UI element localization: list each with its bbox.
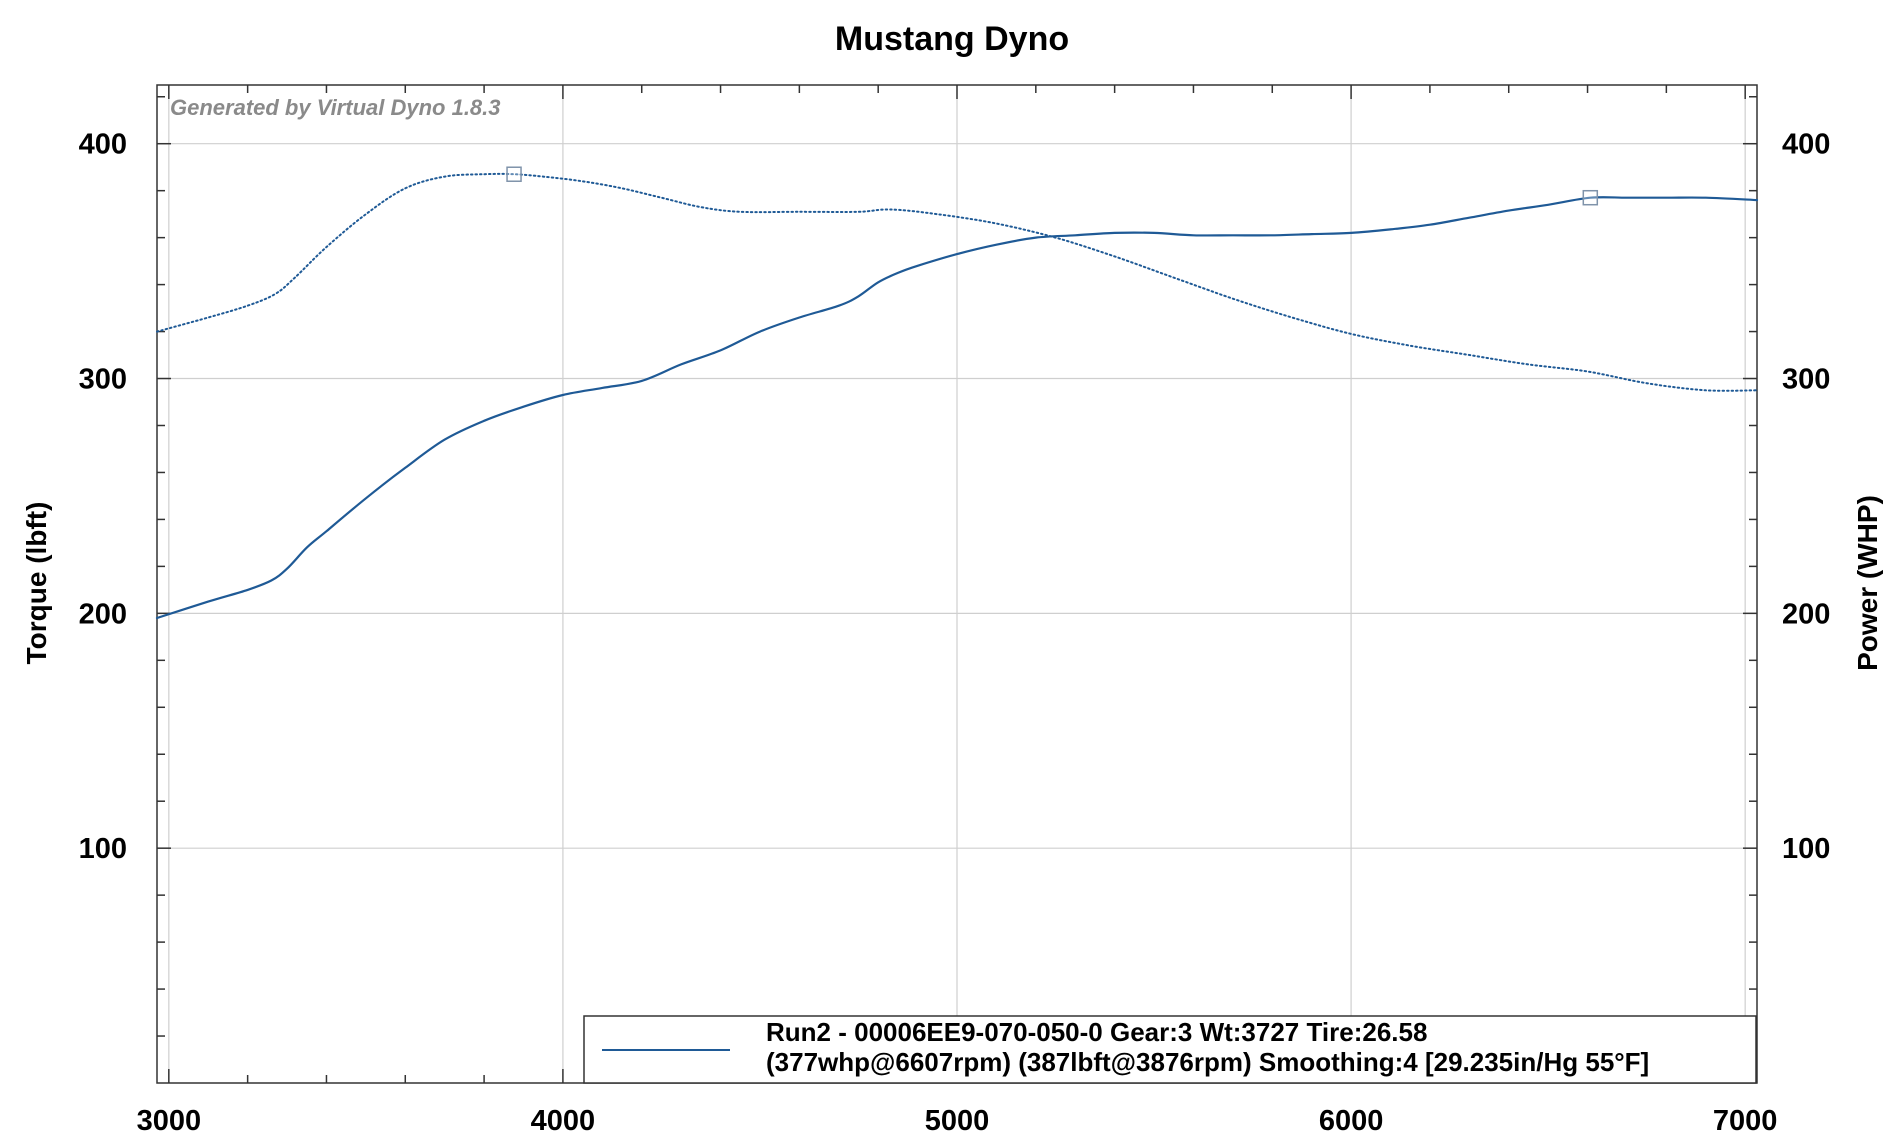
y-axis-title: Torque (lbft) — [21, 502, 52, 665]
power-peak-marker — [1582, 189, 1599, 206]
y-tick-label: 300 — [79, 364, 127, 396]
legend-box: Run2 - 00006EE9-070-050-0 Gear:3 Wt:3727… — [583, 1015, 1757, 1084]
tick-labels: 3000 4000 5000 6000 7000 100 200 300 400 100 200 30… — [79, 129, 1831, 1137]
torque-peak-marker — [506, 166, 522, 182]
watermark-text: Generated by Virtual Dyno 1.8.3 — [170, 95, 501, 120]
torque-series-line — [156, 172, 1758, 392]
series-lines — [155, 172, 1759, 620]
grid-lines — [157, 85, 1757, 1083]
x-tick-label: 4000 — [531, 1105, 596, 1135]
y2-tick-label: 300 — [1782, 364, 1830, 396]
legend-frame — [583, 1015, 1757, 1084]
y2-tick-label: 100 — [1782, 833, 1830, 865]
power-series-line — [155, 196, 1759, 620]
chart-title: Mustang Dyno — [835, 20, 1069, 58]
x-tick-label: 3000 — [137, 1105, 202, 1135]
y-tick-label: 400 — [79, 129, 127, 161]
legend-line-2: (377whp@6607rpm) (387lbft@3876rpm) Smoot… — [766, 1047, 1649, 1077]
x-tick-label: 5000 — [925, 1105, 990, 1135]
y2-axis-title: Power (WHP) — [1852, 495, 1883, 671]
x-tick-label: 6000 — [1319, 1105, 1384, 1135]
peak-markers — [506, 166, 1599, 206]
legend-line-1: Run2 - 00006EE9-070-050-0 Gear:3 Wt:3727… — [766, 1017, 1427, 1047]
y-tick-label: 100 — [79, 833, 127, 865]
y-tick-label: 200 — [79, 598, 127, 630]
y2-tick-label: 200 — [1782, 598, 1830, 630]
x-tick-label: 7000 — [1713, 1105, 1778, 1135]
y2-tick-label: 400 — [1782, 129, 1830, 161]
